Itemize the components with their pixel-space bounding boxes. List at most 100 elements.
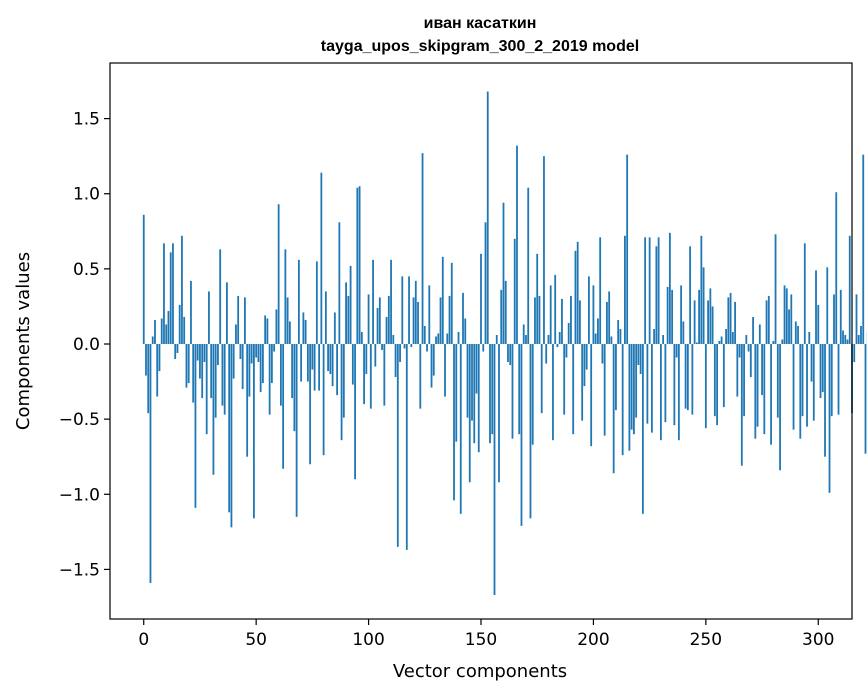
bar xyxy=(437,333,440,345)
bar xyxy=(788,309,790,344)
bar xyxy=(428,285,431,345)
bar xyxy=(770,344,772,445)
bar xyxy=(414,280,417,344)
bar xyxy=(835,192,838,344)
bar xyxy=(808,331,811,344)
bar xyxy=(372,259,374,344)
bar xyxy=(507,344,509,363)
bar xyxy=(527,187,530,344)
bar xyxy=(752,316,754,345)
bar xyxy=(311,344,314,370)
bar xyxy=(142,214,145,344)
bar xyxy=(349,265,352,344)
bar xyxy=(534,297,536,344)
bar xyxy=(246,344,249,457)
bar xyxy=(318,344,321,391)
bar xyxy=(426,344,428,352)
bar xyxy=(763,344,766,435)
bar xyxy=(192,344,195,403)
x-tick-label: 0 xyxy=(138,630,149,650)
bar xyxy=(704,344,707,429)
bar xyxy=(230,344,233,528)
bar xyxy=(644,237,647,344)
bar xyxy=(810,344,813,382)
bar xyxy=(324,291,327,344)
bar xyxy=(279,344,282,406)
bar xyxy=(776,344,779,418)
bar xyxy=(423,325,426,344)
bar xyxy=(239,344,242,360)
bar xyxy=(536,253,539,344)
x-tick-label: 50 xyxy=(245,630,267,650)
bar xyxy=(785,288,788,345)
bar xyxy=(235,324,237,345)
bar xyxy=(300,344,303,382)
bar xyxy=(390,259,392,344)
bar xyxy=(396,344,399,547)
bar xyxy=(430,344,433,388)
bar xyxy=(749,344,752,378)
bar xyxy=(219,249,222,345)
bar xyxy=(322,344,325,456)
y-tick-label: −1.5 xyxy=(59,560,100,580)
bar xyxy=(313,344,316,391)
bar xyxy=(664,344,667,423)
bar xyxy=(363,344,365,405)
bar xyxy=(309,344,312,465)
bar xyxy=(626,154,629,344)
bar xyxy=(336,344,338,396)
bar xyxy=(561,298,563,344)
bar xyxy=(709,288,712,345)
bar xyxy=(151,336,154,344)
bar xyxy=(486,91,489,344)
bar xyxy=(853,344,856,363)
bar xyxy=(473,344,476,444)
bar xyxy=(381,344,383,351)
bar xyxy=(253,344,255,519)
bar xyxy=(633,344,635,435)
bar xyxy=(583,344,586,387)
bar xyxy=(147,344,150,414)
bar xyxy=(608,291,611,344)
y-tick-label: −1.0 xyxy=(59,485,100,505)
bar xyxy=(405,344,408,550)
bar xyxy=(383,344,386,406)
bar xyxy=(599,237,602,344)
bar xyxy=(617,319,620,344)
bar xyxy=(828,344,831,493)
bar xyxy=(803,243,806,344)
bar xyxy=(203,344,206,363)
bar xyxy=(439,297,442,344)
bar xyxy=(572,344,575,435)
bar xyxy=(351,344,354,385)
bar xyxy=(320,172,323,345)
bar xyxy=(698,289,700,345)
bar xyxy=(392,334,395,345)
bar xyxy=(597,318,599,345)
bar xyxy=(740,344,743,466)
bar xyxy=(725,328,727,345)
bar xyxy=(450,262,453,345)
bar xyxy=(417,301,419,345)
bar xyxy=(758,324,761,345)
bar xyxy=(588,276,590,344)
bar xyxy=(520,344,523,526)
bar xyxy=(412,297,415,344)
bar xyxy=(727,297,730,344)
bar xyxy=(403,344,406,349)
bar xyxy=(156,344,159,397)
bar xyxy=(277,204,280,344)
bar xyxy=(641,344,644,514)
bar xyxy=(199,344,201,379)
bar xyxy=(419,344,422,409)
bar xyxy=(650,344,653,433)
bar xyxy=(615,344,617,411)
x-axis: 0 50 100 150 200 250 300 xyxy=(138,619,834,650)
bar xyxy=(713,344,716,417)
bar xyxy=(817,304,820,345)
bar xyxy=(601,344,604,364)
bar xyxy=(475,344,478,394)
bar xyxy=(441,256,444,345)
bar xyxy=(675,344,678,358)
bar xyxy=(765,300,768,345)
